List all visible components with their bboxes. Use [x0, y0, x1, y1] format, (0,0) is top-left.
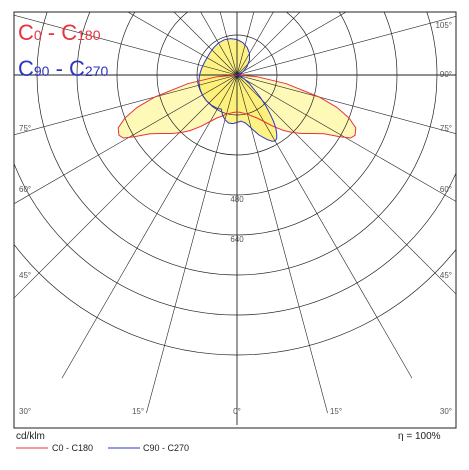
grid-spoke: [236, 74, 328, 414]
angle-label-bottom: 15°: [330, 407, 342, 416]
angle-label-left: 30°: [19, 407, 31, 416]
grid-spoke: [14, 74, 238, 205]
grid-spoke: [200, 12, 238, 76]
grid-spoke: [146, 74, 238, 414]
grid-spoke: [236, 74, 456, 295]
grid-spoke: [236, 74, 456, 134]
angle-label-right: 60°: [440, 185, 452, 194]
tick-labels: 480 640 30° 45° 60° 75° 30° 45° 60° 75° 90° 105° 15°…: [19, 21, 452, 416]
series-line-c90-c270: [198, 38, 278, 142]
grid-spoke: [14, 14, 238, 76]
angle-label-bottom: 15°: [132, 407, 144, 416]
polar-grid: [14, 12, 456, 425]
angle-label-left: 60°: [19, 185, 31, 194]
angle-label-right: 45°: [440, 271, 452, 280]
grid-spoke: [236, 74, 413, 379]
grid-spoke: [219, 12, 238, 76]
angle-label-right: 30°: [440, 407, 452, 416]
grid-spoke: [236, 16, 456, 76]
radial-tick-label: 480: [230, 195, 244, 204]
grid-spoke: [14, 74, 238, 299]
angle-label-left: 75°: [19, 124, 31, 133]
legend-label-c90: C90 - C270: [143, 443, 189, 453]
grid-spoke: [236, 12, 301, 76]
unit-label: cd/klm: [16, 431, 45, 442]
grid-spoke: [61, 74, 238, 379]
grid-spoke: [236, 12, 347, 76]
radial-tick-label: 640: [230, 235, 244, 244]
angle-label-right: 75°: [440, 124, 452, 133]
legend-label-c0: C0 - C180: [52, 443, 93, 453]
grid-spoke: [127, 12, 238, 76]
angle-label-right: 105°: [435, 21, 452, 30]
grid-spoke: [236, 12, 255, 76]
grid-spoke: [14, 74, 238, 136]
grid-spoke: [236, 74, 456, 202]
series-outlines: [117, 38, 357, 142]
grid-spoke: [236, 12, 274, 76]
angle-label-left: 45°: [19, 271, 31, 280]
efficiency-label: η = 100%: [398, 431, 441, 442]
series-line-c0-c180: [117, 74, 357, 139]
angle-label-bottom: 0°: [233, 407, 241, 416]
grid-spoke: [173, 12, 238, 76]
angle-label-right: 90°: [440, 70, 452, 79]
